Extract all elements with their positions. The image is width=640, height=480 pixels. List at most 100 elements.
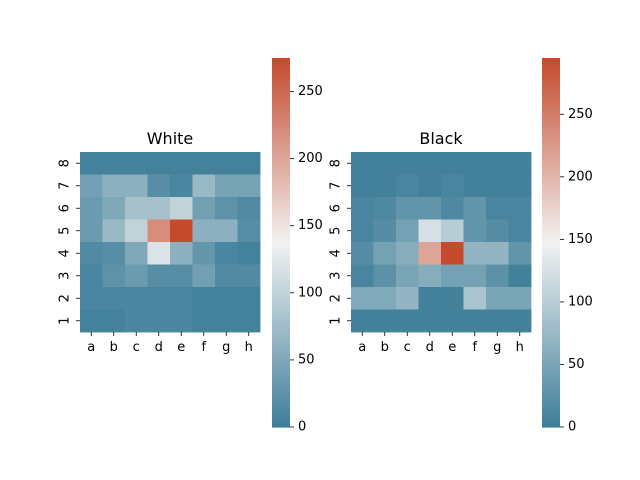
- colorbar-segment: [542, 187, 560, 191]
- heatmap-cell-b5: [373, 219, 397, 243]
- colorbar-segment: [272, 184, 290, 188]
- colorbar-segment: [272, 144, 290, 148]
- heatmap-cell-a1: [80, 309, 103, 333]
- colorbar-segment: [542, 168, 560, 173]
- colorbar-segment: [272, 64, 290, 68]
- colorbar-tick-label: 200: [568, 169, 593, 184]
- colorbar-segment: [272, 171, 290, 176]
- heatmap-cell-c2: [396, 287, 419, 310]
- colorbar-segment: [542, 242, 560, 247]
- heatmap-cell-d1: [147, 309, 171, 333]
- heatmap-cell-d8: [147, 152, 171, 175]
- heatmap-cell-f3: [463, 264, 487, 288]
- heatmap-cell-g1: [215, 309, 238, 333]
- colorbar-segment: [542, 181, 560, 185]
- heatmap-cell-b4: [102, 242, 126, 265]
- heatmap-cell-g4: [486, 242, 509, 265]
- x-tick-label: e: [448, 340, 456, 355]
- colorbar-segment: [272, 408, 290, 413]
- heatmap-cell-g8: [215, 152, 238, 175]
- heatmap-cell-a7: [80, 174, 103, 198]
- colorbar-segment: [542, 405, 560, 410]
- heatmap-cell-h8: [508, 152, 532, 175]
- heatmap-cell-g2: [486, 287, 509, 310]
- colorbar-segment: [542, 233, 560, 237]
- colorbar-segment: [272, 279, 290, 284]
- colorbar-segment: [272, 350, 290, 354]
- colorbar-segment: [272, 159, 290, 164]
- heatmap-cell-h8: [237, 152, 261, 175]
- colorbar-segment: [272, 307, 290, 311]
- heatmap-cell-f6: [463, 197, 487, 220]
- colorbar-segment: [542, 420, 560, 425]
- heatmap-cell-c8: [396, 152, 419, 175]
- heatmap-cell-c3: [396, 264, 419, 288]
- colorbar-segment: [272, 177, 290, 182]
- colorbar-segment: [272, 365, 290, 370]
- colorbar-segment: [272, 128, 290, 133]
- heatmap-cell-g1: [486, 309, 509, 333]
- colorbar-segment: [272, 220, 290, 225]
- heatmap-cell-c6: [396, 197, 419, 220]
- colorbar-segment: [542, 73, 560, 78]
- colorbar-segment: [272, 230, 290, 234]
- heatmap-cell-e7: [441, 174, 464, 198]
- colorbar-segment: [272, 411, 290, 416]
- colorbar-segment: [542, 104, 560, 108]
- colorbar-segment: [272, 113, 290, 118]
- heatmap-cell-b2: [102, 287, 126, 310]
- colorbar-segment: [542, 377, 560, 382]
- heatmap-cell-e4: [441, 242, 464, 265]
- heatmap-cell-b7: [102, 174, 126, 198]
- colorbar-tick-label: 50: [298, 352, 315, 367]
- heatmap-cell-e3: [170, 264, 193, 288]
- colorbar-segment: [542, 313, 560, 317]
- heatmap-cell-d4: [147, 242, 171, 265]
- colorbar-segment: [542, 94, 560, 99]
- colorbar-segment: [272, 273, 290, 277]
- heatmap-cell-f3: [192, 264, 216, 288]
- colorbar-tick-label: 150: [568, 232, 593, 247]
- colorbar-segment: [272, 264, 290, 268]
- x-tick-label: g: [493, 340, 501, 355]
- colorbar-segment: [272, 101, 290, 105]
- colorbar-segment: [542, 202, 560, 207]
- colorbar-segment: [542, 88, 560, 93]
- heatmap-cell-e7: [170, 174, 193, 198]
- colorbar-segment: [272, 190, 290, 194]
- colorbar-segment: [542, 307, 560, 311]
- colorbar-segment: [272, 380, 290, 385]
- colorbar-segment: [542, 291, 560, 296]
- colorbar-segment: [542, 319, 560, 324]
- heatmap-cell-b1: [102, 309, 126, 333]
- colorbar-segment: [542, 393, 560, 397]
- heatmap-cell-b5: [102, 219, 126, 243]
- colorbar-segment: [542, 220, 560, 225]
- y-tick-label: 2: [329, 294, 344, 302]
- colorbar-segment: [272, 137, 290, 142]
- colorbar-segment: [272, 85, 290, 90]
- heatmap-cell-g5: [486, 219, 509, 243]
- colorbar-segment: [272, 356, 290, 360]
- colorbar-segment: [272, 73, 290, 78]
- colorbar-segment: [272, 387, 290, 391]
- heatmap-cell-f4: [192, 242, 216, 265]
- colorbar-segment: [542, 267, 560, 271]
- colorbar-segment: [272, 227, 290, 231]
- colorbar-segment: [272, 251, 290, 256]
- heatmap-cell-e1: [441, 309, 464, 333]
- heatmap-cell-f7: [192, 174, 216, 198]
- heatmap-cell-e2: [170, 287, 193, 310]
- heatmap-cell-a3: [351, 264, 374, 288]
- colorbar-segment: [542, 383, 560, 388]
- heatmap-cell-a8: [351, 152, 374, 175]
- colorbar-segment: [542, 414, 560, 419]
- colorbar-segment: [542, 276, 560, 280]
- heatmap-cell-f4: [463, 242, 487, 265]
- y-tick-label: 3: [58, 272, 73, 280]
- colorbar-segment: [542, 251, 560, 256]
- colorbar-segment: [272, 399, 290, 403]
- colorbar-segment: [542, 359, 560, 364]
- colorbar-segment: [272, 368, 290, 373]
- heatmap-cell-f1: [192, 309, 216, 333]
